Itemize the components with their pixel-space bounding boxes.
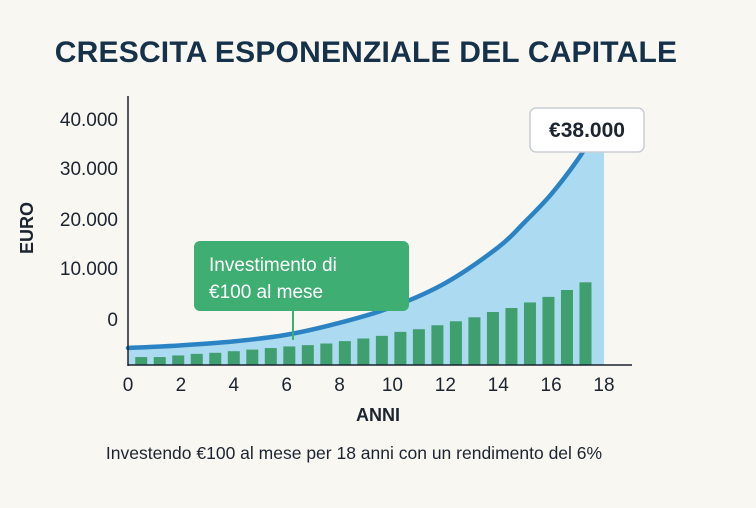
x-axis-label: ANNI xyxy=(356,405,400,425)
capital-area xyxy=(128,118,604,366)
investment-bar xyxy=(394,331,407,365)
x-tick-label: 0 xyxy=(123,375,134,396)
investment-bar xyxy=(172,355,185,365)
investment-bar xyxy=(338,341,351,365)
investment-bar xyxy=(264,348,277,365)
investment-bar xyxy=(190,353,203,365)
investment-bar xyxy=(468,317,481,365)
investment-bar xyxy=(523,302,536,365)
y-tick-label: 10.000 xyxy=(60,259,118,280)
bars-layer xyxy=(135,282,592,365)
investment-bar xyxy=(135,357,148,365)
y-tick-label: 30.000 xyxy=(60,159,118,180)
investment-bar xyxy=(209,352,222,365)
x-tick-label: 16 xyxy=(541,375,562,396)
x-tick-label: 10 xyxy=(382,375,403,396)
x-tick-label: 14 xyxy=(488,375,510,396)
end-value-label: €38.000 xyxy=(549,119,625,142)
y-tick-label: 20.000 xyxy=(60,210,118,231)
investment-bar xyxy=(412,329,425,365)
investment-bar xyxy=(301,345,314,365)
x-tick-label: 2 xyxy=(176,375,187,396)
capital-curve xyxy=(125,116,607,351)
callout-box xyxy=(194,241,409,311)
y-axis-label: EURO xyxy=(17,202,37,254)
x-tick-label: 4 xyxy=(228,375,239,396)
y-tick-label: 0 xyxy=(107,310,118,331)
investment-bar xyxy=(431,325,444,365)
investment-bar xyxy=(246,349,259,365)
chart-title: CRESCITA ESPONENZIALE DEL CAPITALE xyxy=(55,36,677,69)
callout-text-line2: €100 al mese xyxy=(209,282,323,303)
end-value-box xyxy=(529,107,645,153)
x-tick-label: 18 xyxy=(593,375,614,396)
curve-layer xyxy=(125,116,607,351)
investment-bar xyxy=(486,312,499,365)
investment-bar xyxy=(449,321,462,365)
y-axis-ticks: 40.000 30.000 20.000 10.000 0 xyxy=(60,110,118,331)
y-tick-label: 40.000 xyxy=(60,110,118,131)
x-tick-label: 12 xyxy=(435,375,456,396)
x-tick-label: 8 xyxy=(334,375,345,396)
investment-bar xyxy=(579,282,592,365)
x-axis-ticks: 0 2 4 6 8 10 12 14 16 18 xyxy=(123,375,615,396)
investment-callout: Investimento di €100 al mese xyxy=(194,241,409,340)
investment-bar xyxy=(505,308,518,365)
investment-bar xyxy=(375,335,388,365)
area-layer xyxy=(128,118,604,366)
end-value-badge: €38.000 xyxy=(529,107,645,153)
investment-bar xyxy=(542,296,555,365)
investment-bar xyxy=(560,290,573,365)
x-tick-label: 6 xyxy=(281,375,292,396)
investment-bar xyxy=(357,338,370,365)
callout-text-line1: Investimento di xyxy=(209,255,337,276)
investment-bar xyxy=(153,357,166,365)
investment-bar xyxy=(227,351,240,365)
chart-caption: Investendo €100 al mese per 18 anni con … xyxy=(106,443,602,463)
investment-bar xyxy=(283,346,296,365)
investment-bar xyxy=(320,343,333,365)
